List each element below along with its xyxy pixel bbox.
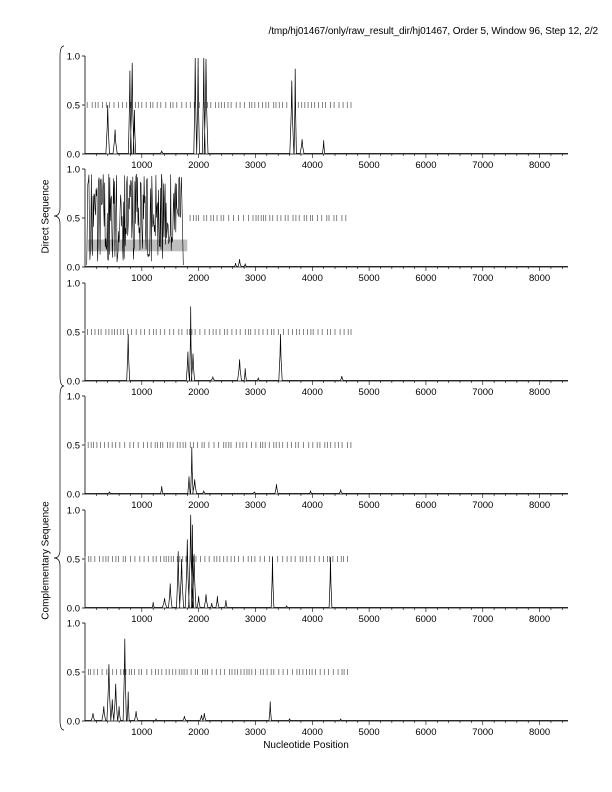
x-tick-label: 7000 xyxy=(472,160,493,171)
marker-row xyxy=(84,329,352,335)
x-tick-label: 7000 xyxy=(472,614,493,625)
complementary-sequence-label: Complementary Sequence xyxy=(40,500,52,620)
x-tick-label: 4000 xyxy=(302,727,323,738)
x-tick-label: 5000 xyxy=(359,160,380,171)
x-tick-label: 3000 xyxy=(245,387,266,398)
y-tick-label: 1.0 xyxy=(67,52,80,63)
x-tick-label: 6000 xyxy=(415,273,436,284)
y-tick-label: 1.0 xyxy=(67,279,80,290)
x-tick-label: 6000 xyxy=(415,160,436,171)
direct-brace xyxy=(53,45,65,387)
y-tick-label: 0.0 xyxy=(67,490,80,501)
x-tick-label: 5000 xyxy=(359,614,380,625)
header-title: /tmp/hj01467/only/raw_result_dir/hj01467… xyxy=(268,26,599,37)
y-tick-label: 0.5 xyxy=(67,101,80,112)
x-tick-label: 6000 xyxy=(415,614,436,625)
x-tick-label: 6000 xyxy=(415,727,436,738)
x-tick-label: 5000 xyxy=(359,500,380,511)
y-tick-label: 0.0 xyxy=(67,150,80,161)
x-tick-label: 3000 xyxy=(245,614,266,625)
x-tick-label: 2000 xyxy=(188,614,209,625)
x-tick-label: 3000 xyxy=(245,273,266,284)
marker-row xyxy=(84,102,352,108)
x-tick-label: 2000 xyxy=(188,500,209,511)
x-tick-label: 2000 xyxy=(188,727,209,738)
x-tick-label: 6000 xyxy=(415,387,436,398)
y-tick-label: 0.0 xyxy=(67,377,80,388)
x-tick-label: 8000 xyxy=(529,160,550,171)
x-tick-label: 4000 xyxy=(302,273,323,284)
marker-row xyxy=(84,669,348,675)
series-line xyxy=(86,173,184,266)
panel-6: 0.0 0.5 1.0 1000 2000 3000 4000 5000 6000 7000 800… xyxy=(67,619,569,738)
x-tick-label: 5000 xyxy=(359,727,380,738)
x-tick-label: 8000 xyxy=(529,387,550,398)
series-line xyxy=(84,638,569,721)
x-tick-label: 1000 xyxy=(131,387,152,398)
x-tick-label: 8000 xyxy=(529,614,550,625)
series-line xyxy=(84,446,569,494)
x-tick-label: 1000 xyxy=(131,727,152,738)
y-tick-label: 1.0 xyxy=(67,165,80,176)
x-tick-label: 7000 xyxy=(472,727,493,738)
x-tick-label: 2000 xyxy=(188,387,209,398)
x-tick-label: 7000 xyxy=(472,387,493,398)
x-tick-label: 6000 xyxy=(415,500,436,511)
marker-row xyxy=(84,442,352,448)
y-tick-label: 0.0 xyxy=(67,263,80,274)
x-tick-label: 7000 xyxy=(472,273,493,284)
x-tick-label: 8000 xyxy=(529,273,550,284)
marker-row xyxy=(84,556,348,562)
x-tick-label: 5000 xyxy=(359,387,380,398)
series-line xyxy=(84,306,569,381)
x-tick-label: 8000 xyxy=(529,500,550,511)
x-tick-label: 2000 xyxy=(188,160,209,171)
panel-3: 0.0 0.5 1.0 1000 2000 3000 4000 5000 6000 7000 800… xyxy=(67,279,569,398)
x-tick-label: 8000 xyxy=(529,727,550,738)
panel-5: 0.0 0.5 1.0 1000 2000 3000 4000 5000 6000 7000 800… xyxy=(67,506,569,625)
x-tick-label: 1000 xyxy=(131,160,152,171)
series-line xyxy=(84,57,569,154)
x-tick-label: 3000 xyxy=(245,160,266,171)
y-tick-label: 1.0 xyxy=(67,619,80,630)
series-line xyxy=(84,259,569,267)
marker-row xyxy=(189,215,347,221)
x-tick-label: 4000 xyxy=(302,614,323,625)
x-axis-title: Nucleotide Position xyxy=(263,740,349,751)
y-tick-label: 0.5 xyxy=(67,555,80,566)
x-tick-label: 1000 xyxy=(131,273,152,284)
panel-4: 0.0 0.5 1.0 1000 2000 3000 4000 5000 6000 7000 800… xyxy=(67,392,569,511)
x-tick-label: 3000 xyxy=(245,727,266,738)
x-tick-label: 2000 xyxy=(188,273,209,284)
y-tick-label: 0.5 xyxy=(67,441,80,452)
x-tick-label: 1000 xyxy=(131,614,152,625)
x-tick-label: 1000 xyxy=(131,500,152,511)
complementary-brace xyxy=(53,385,65,731)
y-tick-label: 0.5 xyxy=(67,328,80,339)
x-tick-label: 7000 xyxy=(472,500,493,511)
series-line xyxy=(84,514,569,608)
y-tick-label: 0.5 xyxy=(67,214,80,225)
x-tick-label: 4000 xyxy=(302,387,323,398)
x-tick-label: 5000 xyxy=(359,273,380,284)
direct-sequence-label: Direct Sequence xyxy=(40,179,52,253)
x-tick-label: 4000 xyxy=(302,160,323,171)
y-tick-label: 1.0 xyxy=(67,506,80,517)
y-tick-label: 1.0 xyxy=(67,392,80,403)
panel-2: 0.0 0.5 1.0 1000 2000 3000 4000 5000 6000 7000 800… xyxy=(67,165,569,284)
y-tick-label: 0.0 xyxy=(67,717,80,728)
y-tick-label: 0.5 xyxy=(67,668,80,679)
y-tick-label: 0.0 xyxy=(67,604,80,615)
highlight-band xyxy=(87,239,188,252)
x-tick-label: 4000 xyxy=(302,500,323,511)
x-tick-label: 3000 xyxy=(245,500,266,511)
panel-1: 0.0 0.5 1.0 1000 2000 3000 4000 5000 6000 7000 800… xyxy=(67,52,569,171)
